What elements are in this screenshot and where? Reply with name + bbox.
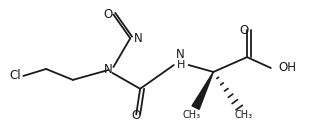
Polygon shape	[192, 72, 213, 109]
Text: O: O	[104, 8, 113, 21]
Text: CH₃: CH₃	[183, 109, 201, 120]
Text: O: O	[239, 24, 249, 37]
Text: Cl: Cl	[10, 69, 21, 82]
Text: OH: OH	[279, 61, 297, 75]
Text: H: H	[177, 60, 185, 70]
Text: CH₃: CH₃	[234, 109, 252, 120]
Text: N: N	[134, 32, 143, 45]
Text: O: O	[131, 109, 141, 122]
Text: N: N	[104, 64, 113, 76]
Text: N: N	[176, 48, 185, 61]
